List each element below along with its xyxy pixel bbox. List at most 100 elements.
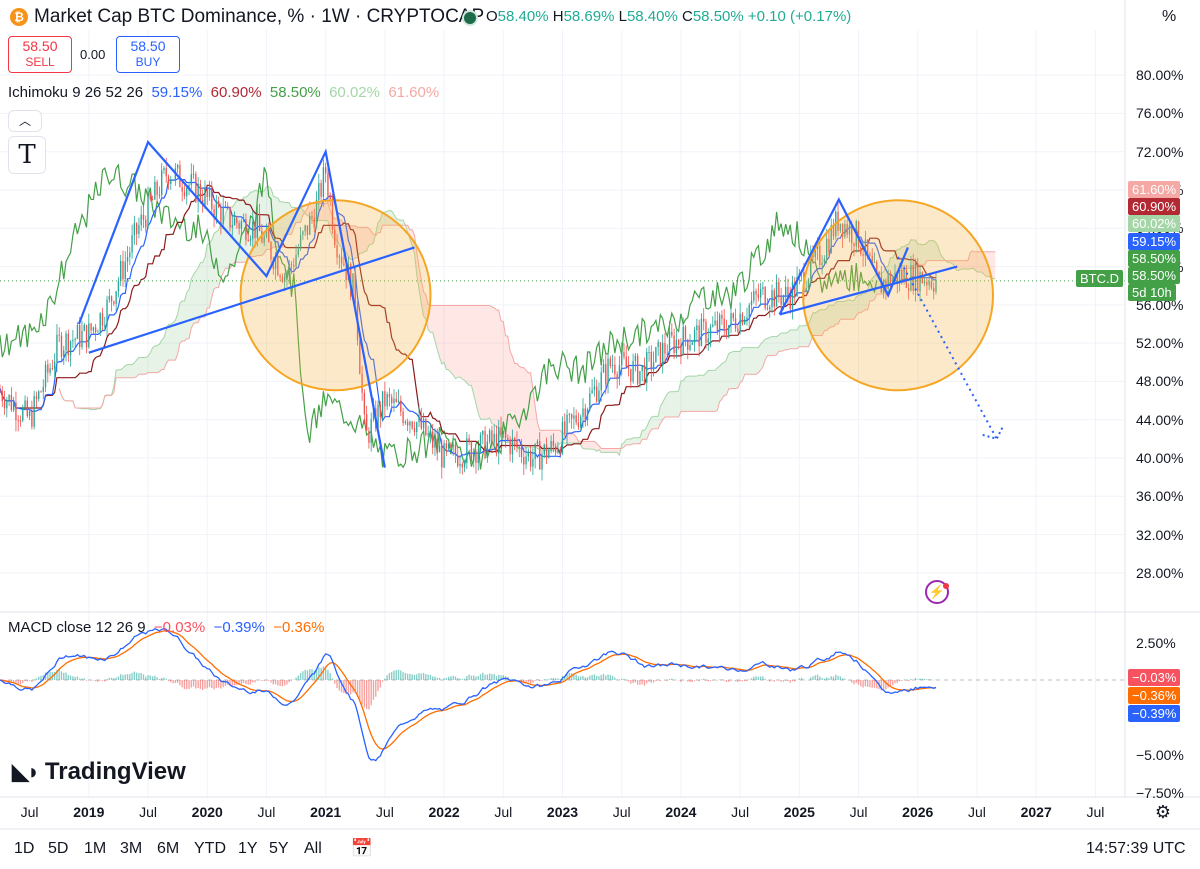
sell-button[interactable]: 58.50 SELL bbox=[8, 36, 72, 73]
macd-histogram-bar bbox=[268, 680, 270, 681]
macd-histogram-bar bbox=[668, 679, 671, 680]
candle-body bbox=[101, 313, 104, 326]
candle-body bbox=[641, 365, 643, 372]
ichimoku-cloud-segment bbox=[323, 203, 326, 221]
range-1d[interactable]: 1D bbox=[14, 840, 35, 857]
candle-body bbox=[923, 281, 926, 284]
clock-utc[interactable]: 14:57:39 UTC bbox=[1086, 840, 1186, 857]
macd-histogram-bar bbox=[580, 676, 582, 680]
ichimoku-cloud-segment bbox=[569, 433, 572, 443]
ichimoku-cloud-segment bbox=[674, 391, 677, 418]
ichimoku-cloud-segment bbox=[967, 252, 971, 270]
candle-body bbox=[582, 408, 584, 417]
macd-histogram-bar bbox=[600, 674, 602, 680]
ichimoku-cloud-segment bbox=[712, 370, 716, 412]
ichimoku-cloud-segment bbox=[642, 430, 645, 440]
candle-body bbox=[138, 225, 140, 235]
candle-body bbox=[634, 355, 637, 361]
macd-histogram-bar bbox=[322, 666, 325, 680]
candle-body bbox=[470, 441, 473, 461]
ichimoku-cloud-segment bbox=[626, 439, 629, 445]
macd-histogram-bar bbox=[564, 675, 566, 680]
candle-body bbox=[591, 389, 593, 394]
macd-histogram-bar bbox=[272, 680, 274, 685]
candle-body bbox=[796, 276, 798, 297]
ichimoku-cloud-segment bbox=[664, 393, 668, 418]
candle-body bbox=[525, 456, 527, 465]
ichimoku-cloud-segment bbox=[177, 303, 180, 355]
candle-body bbox=[261, 231, 263, 243]
ichimoku-legend[interactable]: Ichimoku 9 26 52 26 59.15% 60.90% 58.50%… bbox=[8, 84, 439, 101]
ichimoku-cloud-segment bbox=[184, 292, 187, 342]
ichimoku-cloud-segment bbox=[961, 260, 964, 270]
ichimoku-cloud-segment bbox=[865, 291, 868, 310]
macd-histogram-bar bbox=[158, 678, 161, 680]
settings-gear-icon[interactable]: ⚙ bbox=[1154, 802, 1172, 822]
candle-body bbox=[814, 248, 816, 258]
date-range-calendar-icon[interactable]: 📅 bbox=[350, 838, 374, 858]
range-3m[interactable]: 3M bbox=[120, 840, 143, 857]
text-tool-icon[interactable]: T bbox=[8, 136, 46, 174]
macd-histogram-bar bbox=[247, 680, 249, 685]
axis-unit-label[interactable]: % bbox=[1162, 8, 1177, 25]
ichimoku-cloud-segment bbox=[116, 369, 119, 378]
candle-body bbox=[545, 444, 548, 458]
range-1m[interactable]: 1M bbox=[84, 840, 107, 857]
candle-body bbox=[263, 236, 265, 243]
price-tick-label: 72.00% bbox=[1136, 143, 1184, 160]
ichimoku-cloud-segment bbox=[462, 305, 465, 381]
lightning-icon[interactable]: ⚡ bbox=[925, 580, 949, 604]
candle-body bbox=[69, 341, 72, 356]
candle-body bbox=[188, 184, 190, 188]
chart-title[interactable]: Market Cap BTC Dominance, % · 1W · CRYPT… bbox=[34, 6, 485, 27]
candle-body bbox=[730, 313, 732, 326]
range-6m[interactable]: 6M bbox=[157, 840, 180, 857]
range-ytd[interactable]: YTD bbox=[194, 840, 226, 857]
ichimoku-cloud-segment bbox=[803, 324, 807, 347]
candle-body bbox=[197, 183, 199, 202]
candle-body bbox=[513, 438, 516, 441]
ichimoku-cloud-segment bbox=[637, 437, 640, 444]
ichimoku-cloud-segment bbox=[685, 376, 688, 412]
macd-histogram-bar bbox=[887, 680, 889, 688]
notification-dot bbox=[943, 583, 949, 589]
range-5y[interactable]: 5Y bbox=[269, 840, 289, 857]
macd-histogram-bar bbox=[468, 674, 470, 680]
annotation-circle bbox=[802, 199, 995, 392]
candle-body bbox=[208, 187, 211, 197]
range-1y[interactable]: 1Y bbox=[238, 840, 258, 857]
ichimoku-base-value: 60.90% bbox=[210, 84, 262, 101]
macd-histogram-bar bbox=[910, 678, 912, 680]
macd-histogram-bar bbox=[135, 672, 138, 680]
ichimoku-cloud-segment bbox=[956, 260, 959, 271]
ichimoku-cloud-segment bbox=[478, 305, 481, 420]
macd-histogram-bar bbox=[609, 675, 612, 680]
symbol-tag: BTC.D bbox=[1076, 270, 1123, 287]
candle-body bbox=[466, 438, 468, 464]
collapse-chevron-icon[interactable]: ︿ bbox=[8, 110, 42, 132]
candle-body bbox=[113, 301, 115, 304]
buy-button[interactable]: 58.50 BUY bbox=[116, 36, 180, 73]
range-all[interactable]: All bbox=[304, 840, 322, 857]
macd-histogram-bar bbox=[129, 674, 131, 680]
candle-body bbox=[823, 258, 826, 264]
macd-histogram-bar bbox=[725, 680, 728, 683]
candle-body bbox=[213, 209, 215, 218]
macd-histogram-bar bbox=[336, 680, 338, 689]
candle-body bbox=[502, 431, 504, 435]
ichimoku-cloud-segment bbox=[979, 251, 982, 272]
candle-body bbox=[279, 275, 281, 278]
macd-legend[interactable]: MACD close 12 26 9 −0.03% −0.39% −0.36% bbox=[8, 619, 325, 636]
range-5d[interactable]: 5D bbox=[48, 840, 69, 857]
candle-body bbox=[195, 173, 197, 202]
ichimoku-cloud-segment bbox=[241, 197, 244, 263]
macd-histogram-bar bbox=[477, 676, 479, 680]
macd-histogram-bar bbox=[830, 676, 832, 680]
candle-body bbox=[306, 225, 309, 235]
high-label: H bbox=[552, 8, 564, 25]
candle-body bbox=[750, 300, 753, 306]
candle-body bbox=[575, 415, 577, 423]
macd-histogram-bar bbox=[716, 680, 719, 681]
ichimoku-cloud-segment bbox=[847, 299, 850, 320]
